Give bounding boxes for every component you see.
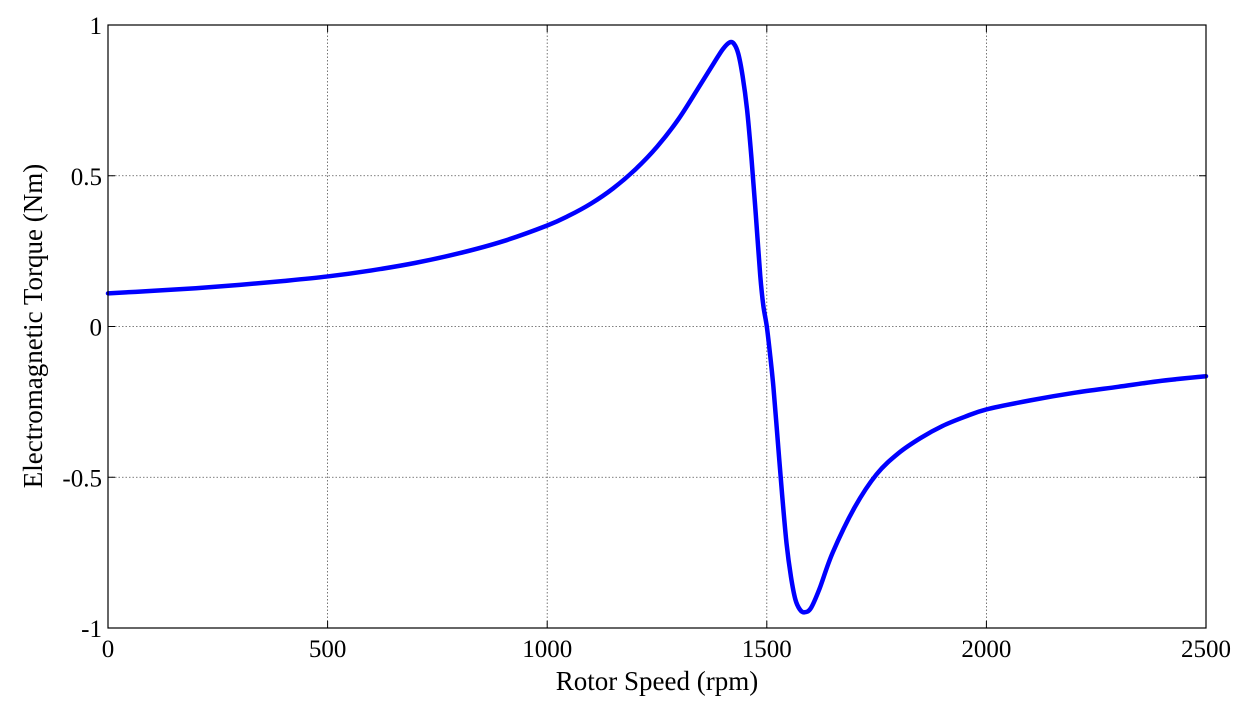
x-tick-labels: 0 500 1000 1500 2000 2500: [102, 636, 1231, 663]
tick-marks: [107, 24, 1207, 629]
y-tick-label: 0.5: [71, 164, 102, 191]
series-layer: [105, 39, 1209, 615]
x-tick-label: 1000: [522, 636, 572, 663]
x-tick-label: 2500: [1181, 636, 1231, 663]
x-axis-label: Rotor Speed (rpm): [556, 666, 758, 696]
x-tick-label: 0: [102, 636, 115, 663]
y-tick-label: -0.5: [62, 465, 102, 492]
series-line: [105, 39, 1209, 615]
x-tick-label: 1500: [742, 636, 792, 663]
x-tick-label: 2000: [961, 636, 1011, 663]
y-tick-label: 0: [90, 315, 103, 342]
x-tick-label: 500: [309, 636, 347, 663]
y-tick-label: 1: [90, 13, 103, 40]
y-tick-labels: 1 0.5 0 -0.5 -1: [62, 13, 102, 643]
y-axis-label: Electromagnetic Torque (Nm): [18, 164, 48, 489]
y-tick-label: -1: [81, 616, 102, 643]
